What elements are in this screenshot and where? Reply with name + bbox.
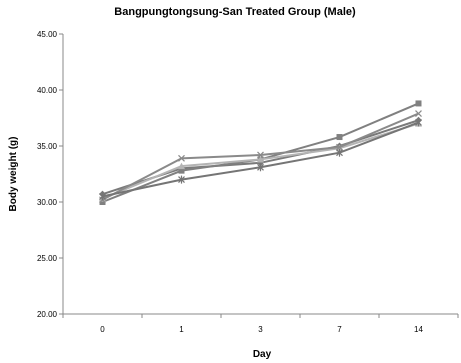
x-tick-label: 1 [179, 325, 184, 334]
data-point-square [415, 100, 422, 107]
data-point-star [257, 163, 264, 172]
data-point-star [415, 118, 422, 127]
chart-title: Bangpungtongsung-San Treated Group (Male… [114, 6, 356, 18]
y-tick-label: 45.00 [37, 30, 58, 39]
data-point-triangle [178, 162, 185, 170]
data-point-x [257, 151, 264, 159]
data-point-triangle [257, 155, 264, 163]
y-tick-label: 30.00 [37, 198, 58, 207]
x-tick-label: 0 [100, 325, 105, 334]
data-point-star [178, 175, 185, 184]
x-axis-label: Day [253, 349, 272, 360]
series-4 [99, 110, 422, 204]
series-group [99, 100, 422, 205]
y-tick-group: 20.00 25.00 30.00 35.00 40.00 45.00 [37, 30, 63, 319]
y-tick-label: 20.00 [37, 310, 58, 319]
data-point-star [336, 148, 343, 157]
y-tick-label: 35.00 [37, 142, 58, 151]
x-tick-group: 0 1 3 7 14 [62, 314, 459, 334]
x-tick-label: 7 [337, 325, 342, 334]
series-5 [99, 118, 422, 201]
data-point-x [415, 110, 422, 117]
x-tick-label: 14 [414, 325, 423, 334]
y-tick-label: 40.00 [37, 86, 58, 95]
y-axis-label: Body weight (g) [8, 137, 19, 212]
data-point-x [336, 143, 343, 151]
data-point-star [99, 192, 106, 201]
series-2 [99, 100, 422, 205]
data-point-square [99, 199, 106, 205]
y-tick-label: 25.00 [37, 254, 58, 263]
data-point-square [178, 167, 185, 174]
x-tick-label: 3 [258, 325, 263, 334]
data-point-x [178, 154, 185, 162]
data-point-square [336, 134, 343, 141]
